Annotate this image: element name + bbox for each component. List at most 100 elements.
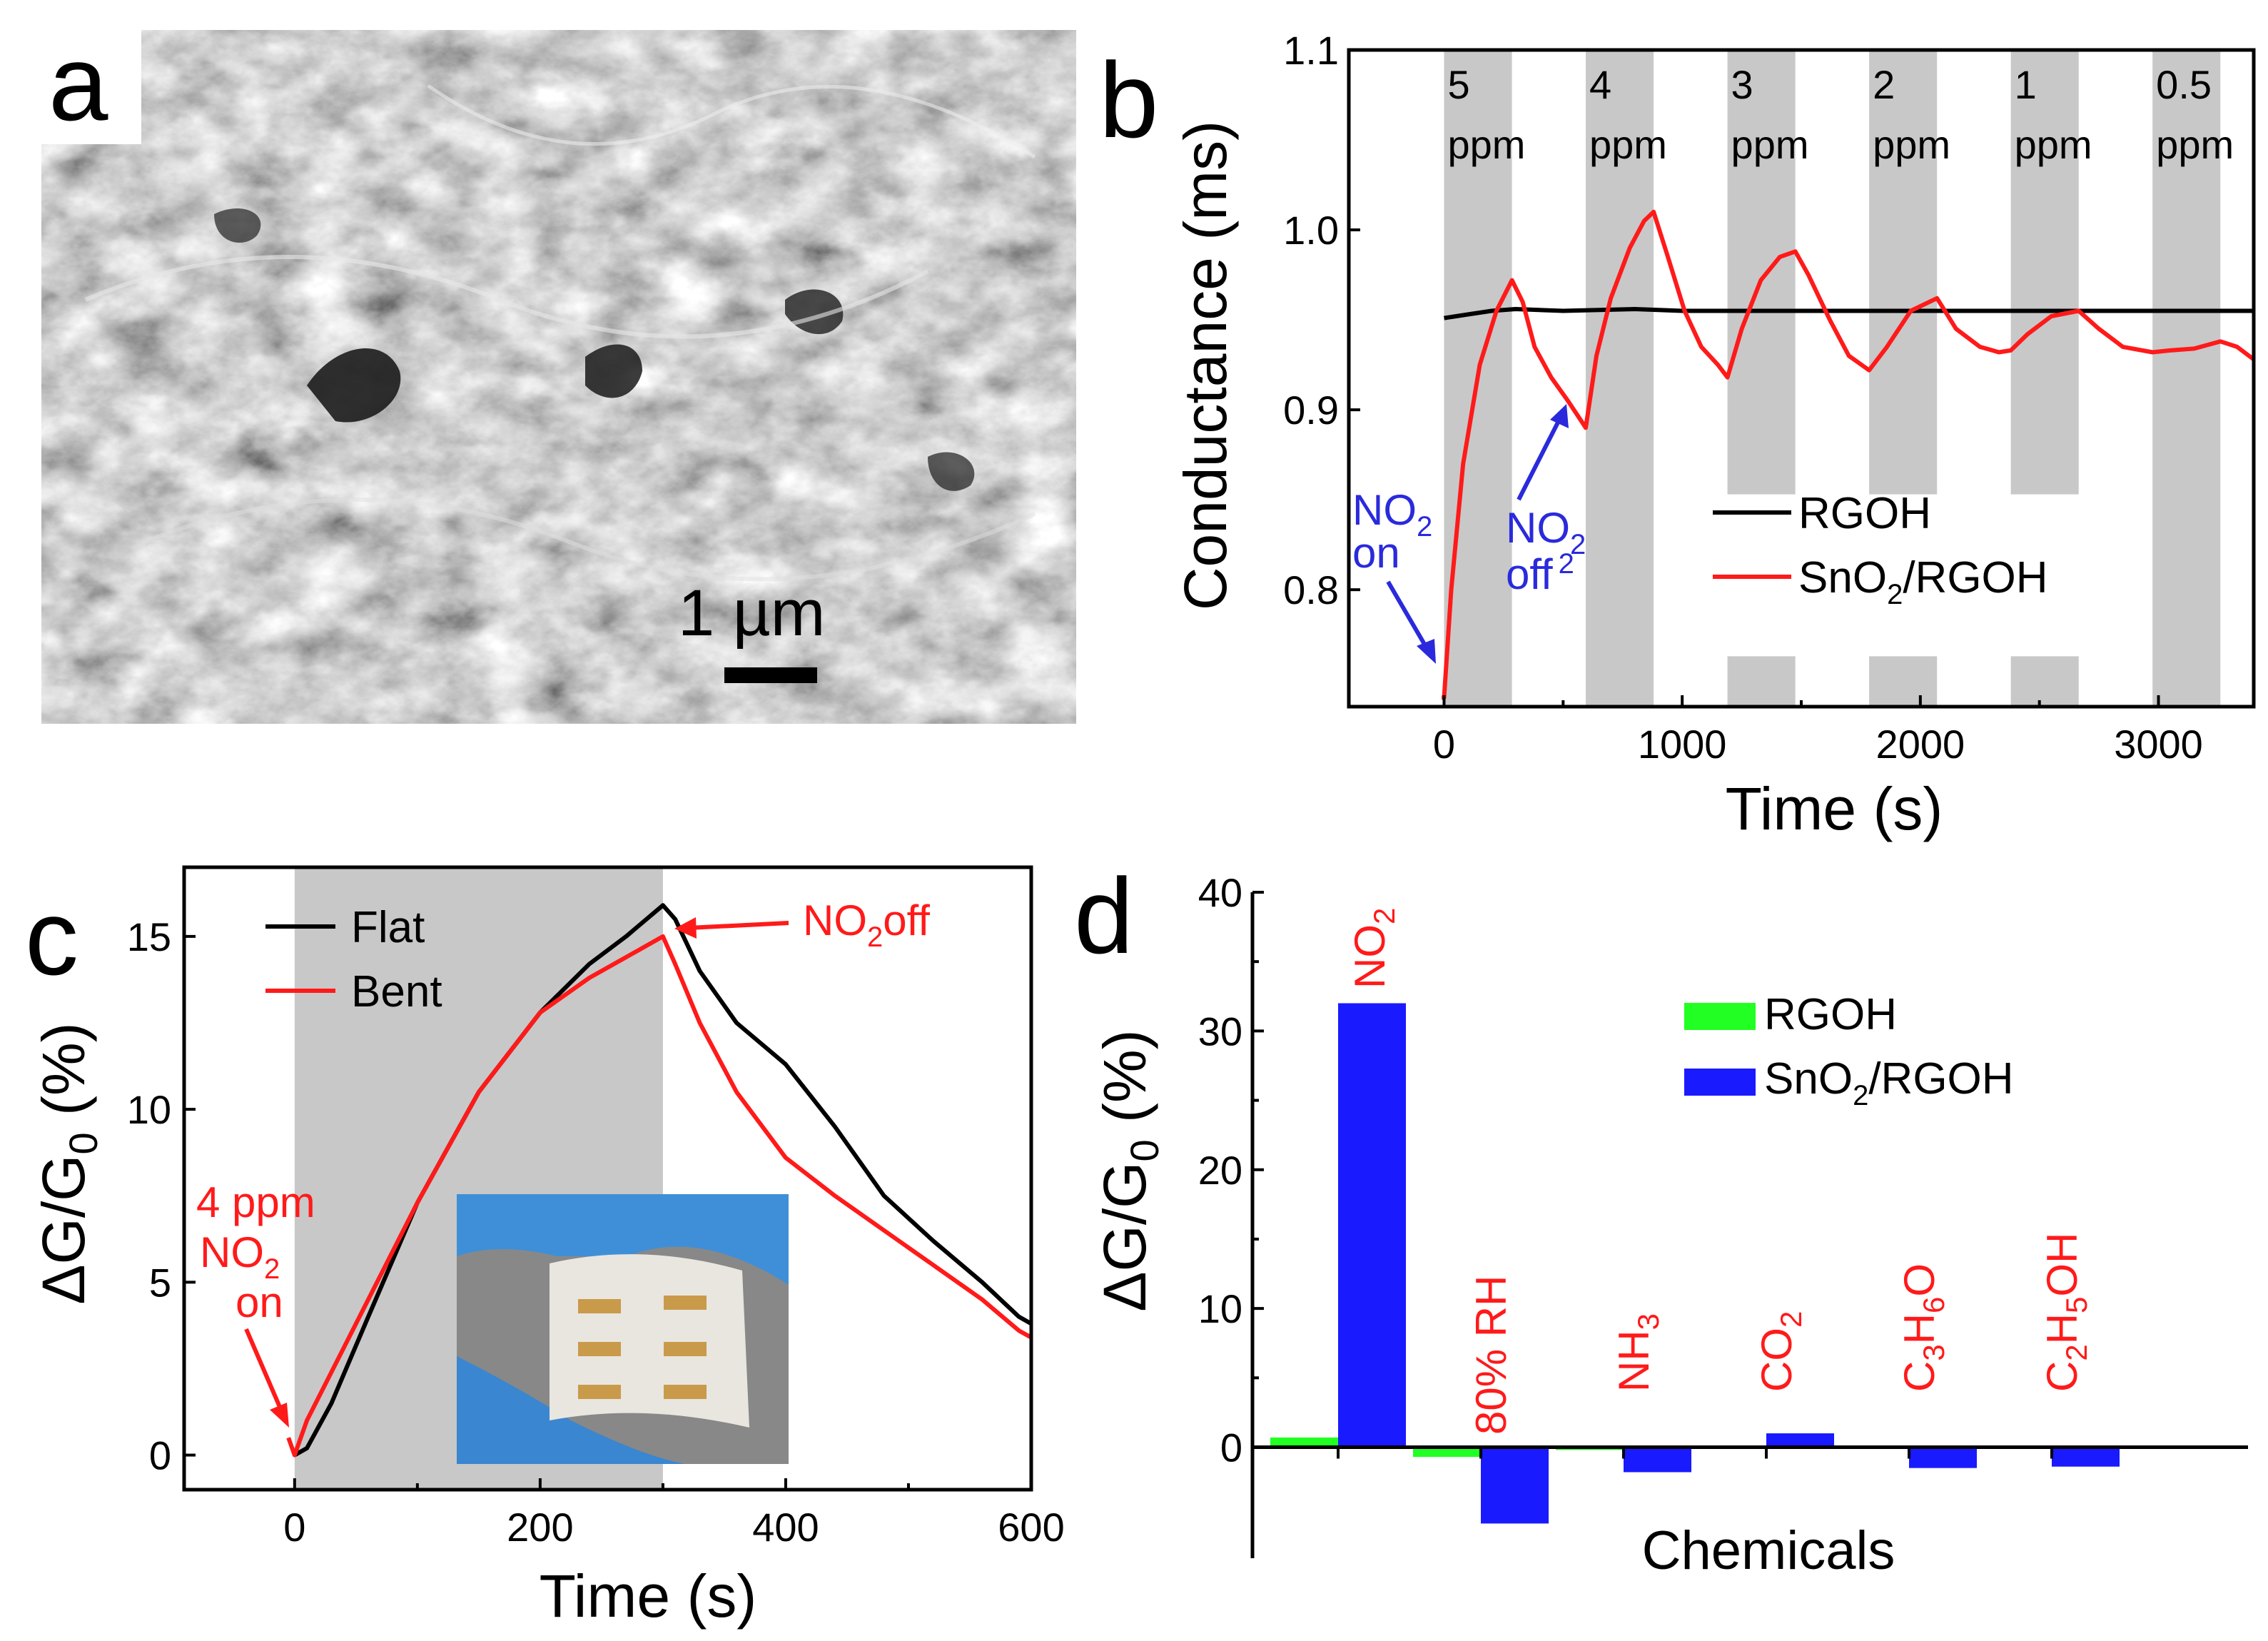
c-ann-off-arrowhead (674, 917, 697, 939)
gas-band-2-lower (1727, 656, 1796, 707)
sem-image (41, 30, 1076, 724)
scale-bar (724, 667, 817, 683)
inset-glove-lower (457, 1356, 685, 1464)
d-ylabel: ΔG/G0 (%) (1091, 1029, 1167, 1311)
band-label-unit-4: ppm (2015, 122, 2092, 167)
d-legend-label-sno2: SnO2/RGOH (1764, 1054, 2014, 1111)
band-label-conc-2: 3 (1731, 62, 1753, 107)
x-tick-label: 2000 (1876, 722, 1965, 767)
band-label-conc-1: 4 (1589, 62, 1611, 107)
category-label-part: C (1895, 1361, 1943, 1392)
d-xlabel: Chemicals (1642, 1520, 1895, 1581)
bar-sno2-rgoh-2 (1624, 1447, 1691, 1473)
category-label-part: 2 (2060, 1344, 2093, 1360)
x-tick-label: 3000 (2114, 722, 2203, 767)
category-label-part: OH (2038, 1233, 2086, 1297)
d-legend-label-rgoh: RGOH (1764, 990, 1897, 1039)
panel-b: b 5 ppm 4 ppm 3 ppm 2 ppm 1 ppm 0.5 ppm 0 1000 2000 30… (1099, 28, 2256, 842)
category-label-part: 2 (1774, 1311, 1808, 1328)
inset-glove (457, 1194, 789, 1285)
x-tick-label: 400 (752, 1505, 819, 1550)
sem-crevices (84, 84, 1036, 582)
panel-c-letter: c (25, 877, 79, 997)
c-legend-label-bent: Bent (351, 967, 442, 1016)
axes-b: 0 1000 2000 3000 0.8 0.9 1.0 1.1 (1283, 28, 2256, 767)
bar-rgoh-1 (1413, 1447, 1481, 1458)
bar-sno2-rgoh-5 (2052, 1447, 2120, 1467)
y-tick-label: 30 (1198, 1009, 1242, 1054)
category-label-part: NH (1610, 1330, 1658, 1392)
c-ann-on-line2: NO2 (200, 1228, 280, 1285)
c-ann-on-line3: on (236, 1278, 283, 1326)
category-label-2: NH3 (1610, 1313, 1665, 1392)
band-label-conc-3: 2 (1873, 62, 1895, 107)
panel-d-letter: d (1074, 856, 1133, 976)
category-label-5: C2H5OH (2038, 1233, 2093, 1392)
gas-band-5 (2152, 50, 2221, 707)
series-line-bent (286, 934, 1033, 1458)
y-tick-label: 0 (1220, 1425, 1242, 1470)
gas-band-3-lower (1869, 656, 1938, 707)
y-tick-label: 0.9 (1283, 388, 1339, 433)
inset-sheet (550, 1254, 749, 1428)
series-line-sno2-rgoh (1442, 209, 2255, 700)
panel-a-letter: a (49, 23, 108, 143)
band-label-unit-1: ppm (1589, 122, 1667, 167)
series-group (286, 903, 1033, 1458)
y-tick-label: 1.1 (1283, 28, 1339, 73)
b-ann-off-line1: NO2 (1506, 504, 1586, 560)
y-tick-label: 10 (1198, 1286, 1242, 1331)
band-label-unit-5: ppm (2156, 122, 2234, 167)
y-tick-label: 40 (1198, 870, 1242, 915)
category-label-part: O (1895, 1263, 1943, 1297)
category-label-part: C (2038, 1361, 2086, 1392)
c-ann-off-arrow (688, 921, 789, 930)
c-annotation-on: 4 ppm NO2 on (196, 1178, 315, 1428)
band-label-conc-4: 1 (2015, 62, 2037, 107)
bars-group (1270, 1003, 2120, 1524)
c-xlabel: Time (s) (540, 1562, 757, 1630)
category-label-part: CO (1753, 1328, 1801, 1392)
category-label-4: C3H6O (1895, 1263, 1950, 1392)
d-legend-swatch-rgoh (1684, 1003, 1756, 1030)
band-label-unit-2: ppm (1731, 122, 1809, 167)
b-ann-off-arrow (1517, 414, 1564, 501)
bar-rgoh-0 (1270, 1437, 1338, 1448)
b-ann-off-line2: off 2 (1506, 548, 1574, 598)
category-label-part: 6 (1917, 1297, 1950, 1313)
b-ann-on-arrow (1386, 580, 1433, 657)
gas-band-2-upper (1727, 50, 1796, 495)
gas-band-4-upper (2010, 50, 2079, 495)
band-label-unit-0: ppm (1447, 122, 1525, 167)
y-tick-label: 0.8 (1283, 567, 1339, 612)
c-ann-on-arrow (244, 1328, 286, 1418)
y-tick-label: 1.0 (1283, 208, 1339, 253)
b-xlabel: Time (s) (1726, 775, 1943, 842)
b-annotation-off: NO2 off 2 (1506, 404, 1586, 598)
series-line-flat (293, 903, 1033, 1458)
band-group: 5 ppm 4 ppm 3 ppm 2 ppm 1 ppm 0.5 ppm (1444, 50, 2234, 707)
b-ann-on-line1: NO2 (1352, 486, 1432, 542)
c-annotation-off: NO2off (674, 897, 930, 953)
category-label-3: CO2 (1753, 1311, 1808, 1392)
band-label-unit-3: ppm (1873, 122, 1950, 167)
x-tick-label: 0 (1433, 722, 1455, 767)
category-label-part: 80% RH (1467, 1276, 1515, 1435)
c-ann-off-label: NO2off (803, 897, 930, 953)
b-legend-label-rgoh: RGOH (1798, 489, 1931, 538)
series-line-rgoh (1444, 307, 2254, 320)
band-label-conc-5: 0.5 (2156, 62, 2212, 107)
gas-band-3-upper (1869, 50, 1938, 495)
category-label-part: 3 (1917, 1344, 1950, 1360)
band-label-conc-0: 5 (1447, 62, 1469, 107)
b-annotation-on: NO2 on (1352, 486, 1436, 664)
panel-b-letter: b (1099, 40, 1158, 160)
c-ann-on-line1: 4 ppm (196, 1178, 315, 1226)
bar-sno2-rgoh-1 (1481, 1447, 1549, 1524)
b-ylabel: Conductance (ms) (1172, 121, 1239, 610)
axes-d: 0 10 20 30 40 (1198, 870, 2248, 1558)
category-label-part: 2 (1367, 908, 1401, 924)
